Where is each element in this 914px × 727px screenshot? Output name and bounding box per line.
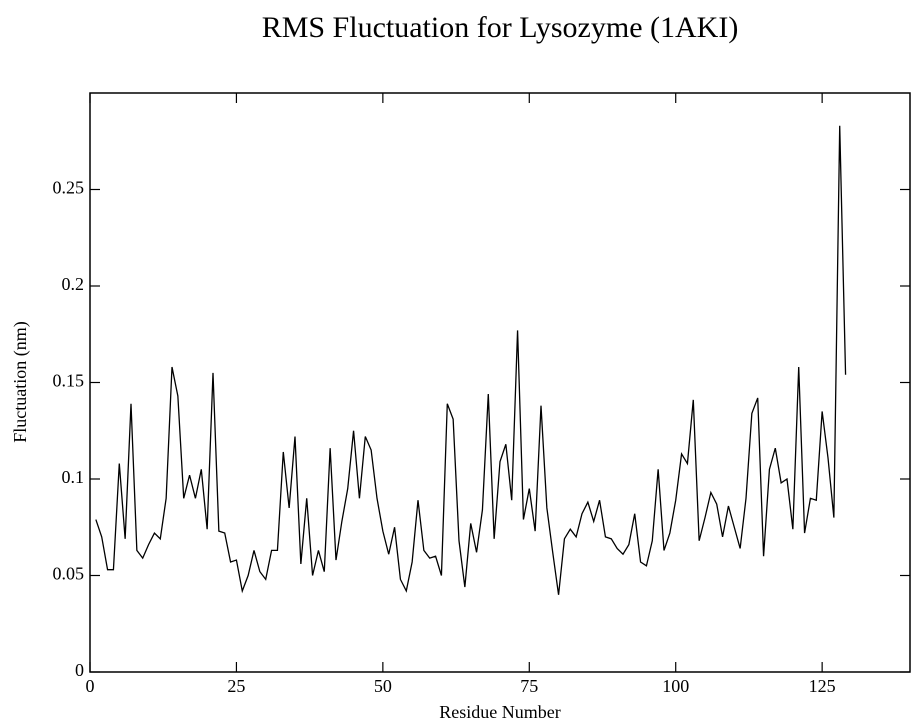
y-tick-label: 0.25 [53,178,85,198]
x-tick-label: 100 [662,676,689,696]
x-axis-label: Residue Number [439,702,560,722]
y-tick-label: 0.15 [53,371,85,391]
chart-title: RMS Fluctuation for Lysozyme (1AKI) [262,11,739,44]
data-line [95,125,847,595]
x-tick-label: 25 [227,676,245,696]
x-tick-label: 50 [374,676,392,696]
y-tick-label: 0.1 [62,467,85,487]
x-tick-label: 125 [809,676,836,696]
x-tick-label: 75 [520,676,538,696]
y-tick-label: 0.05 [53,564,85,584]
y-tick-label: 0 [75,660,84,680]
y-tick-label: 0.2 [62,274,85,294]
y-axis-label: Fluctuation (nm) [10,321,31,442]
x-tick-label: 0 [86,676,95,696]
